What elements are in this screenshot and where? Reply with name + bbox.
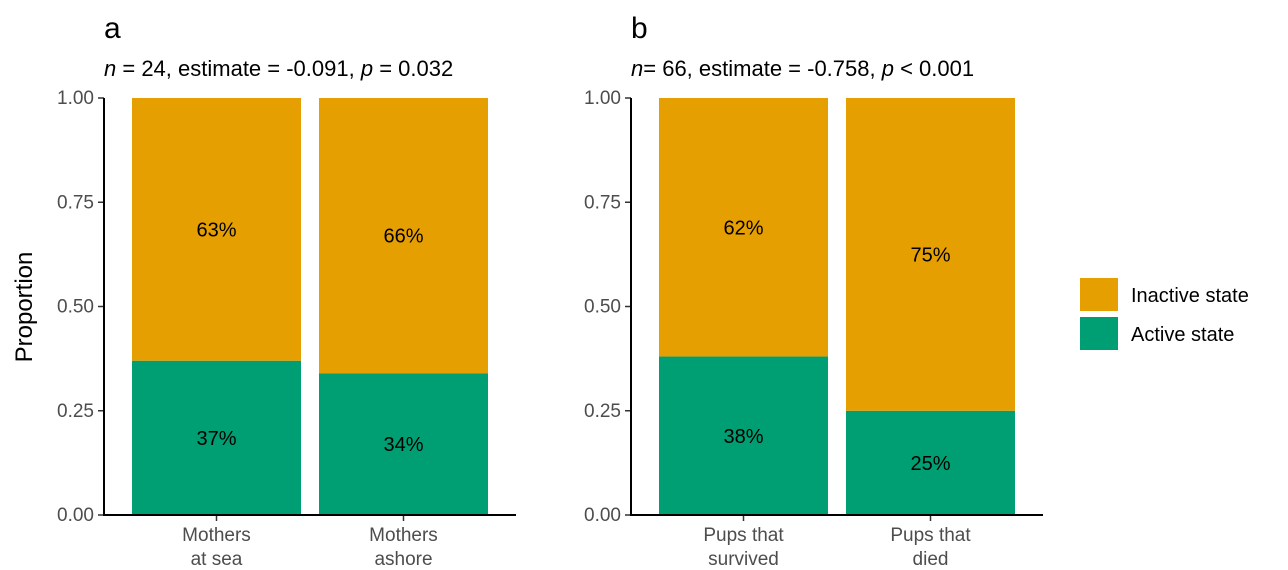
panel-a-tag: a xyxy=(104,12,121,45)
bar-segment-active xyxy=(319,373,488,515)
bar-value-label: 62% xyxy=(723,217,763,239)
bar-segment-active xyxy=(846,410,1015,515)
y-tick-label: 0.75 xyxy=(57,192,94,213)
y-tick-label: 0.00 xyxy=(584,505,621,526)
panel-b-subtitle: n= 66, estimate = -0.758, p < 0.001 xyxy=(631,56,974,81)
y-tick-label: 0.00 xyxy=(57,505,94,526)
x-category-label: Pups that xyxy=(703,525,784,546)
panel-b-tag: b xyxy=(631,12,648,45)
y-tick-label: 0.25 xyxy=(584,401,621,422)
bar-value-label: 66% xyxy=(383,226,423,248)
x-category-label: died xyxy=(913,549,949,570)
panel-a-subtitle: n = 24, estimate = -0.091, p = 0.032 xyxy=(104,56,453,81)
subtitle-part: = 66, estimate = -0.758, xyxy=(643,56,881,81)
subtitle-part: < 0.001 xyxy=(894,56,974,81)
subtitle-part: n xyxy=(104,56,116,81)
x-category-label: Mothers xyxy=(182,525,251,546)
subtitle-part: = 24, estimate = -0.091, xyxy=(116,56,361,81)
bar-segment-active xyxy=(659,356,828,515)
bar-segment-inactive xyxy=(846,98,1015,411)
x-category-label: ashore xyxy=(374,549,432,570)
legend-swatch-active xyxy=(1080,317,1118,350)
bar-value-label: 63% xyxy=(196,219,236,241)
x-category-label: at sea xyxy=(191,549,243,570)
x-category-label: Pups that xyxy=(890,525,971,546)
bar-segment-inactive xyxy=(659,98,828,357)
legend: Inactive state Active state xyxy=(1080,278,1249,350)
subtitle-part: p xyxy=(360,56,373,81)
y-tick-label: 0.50 xyxy=(57,297,94,318)
bar-value-label: 75% xyxy=(910,244,950,266)
bar-segment-active xyxy=(132,360,301,515)
legend-swatch-inactive xyxy=(1080,278,1118,311)
bar-segment-inactive xyxy=(319,98,488,374)
y-tick-label: 0.75 xyxy=(584,192,621,213)
subtitle-part: n xyxy=(631,56,643,81)
x-category-label: Mothers xyxy=(369,525,438,546)
plot-layer: 0.00 0.25 0.50 0.75 1.00 37% 63% Mothers at sea 3… xyxy=(57,88,1043,570)
bar-value-label: 38% xyxy=(723,426,763,448)
legend-label-inactive: Inactive state xyxy=(1131,285,1249,307)
x-category-label: survived xyxy=(708,549,779,570)
legend-label-active: Active state xyxy=(1131,324,1234,346)
y-axis-title: Proportion xyxy=(11,252,38,363)
y-tick-label: 0.25 xyxy=(57,401,94,422)
bar-value-label: 34% xyxy=(383,434,423,456)
bar-value-label: 25% xyxy=(910,453,950,475)
y-tick-label: 1.00 xyxy=(584,88,621,109)
subtitle-part: = 0.032 xyxy=(373,56,453,81)
subtitle-part: p xyxy=(881,56,894,81)
y-tick-label: 0.50 xyxy=(584,297,621,318)
y-tick-label: 1.00 xyxy=(57,88,94,109)
bar-value-label: 37% xyxy=(196,428,236,450)
bar-segment-inactive xyxy=(132,98,301,361)
